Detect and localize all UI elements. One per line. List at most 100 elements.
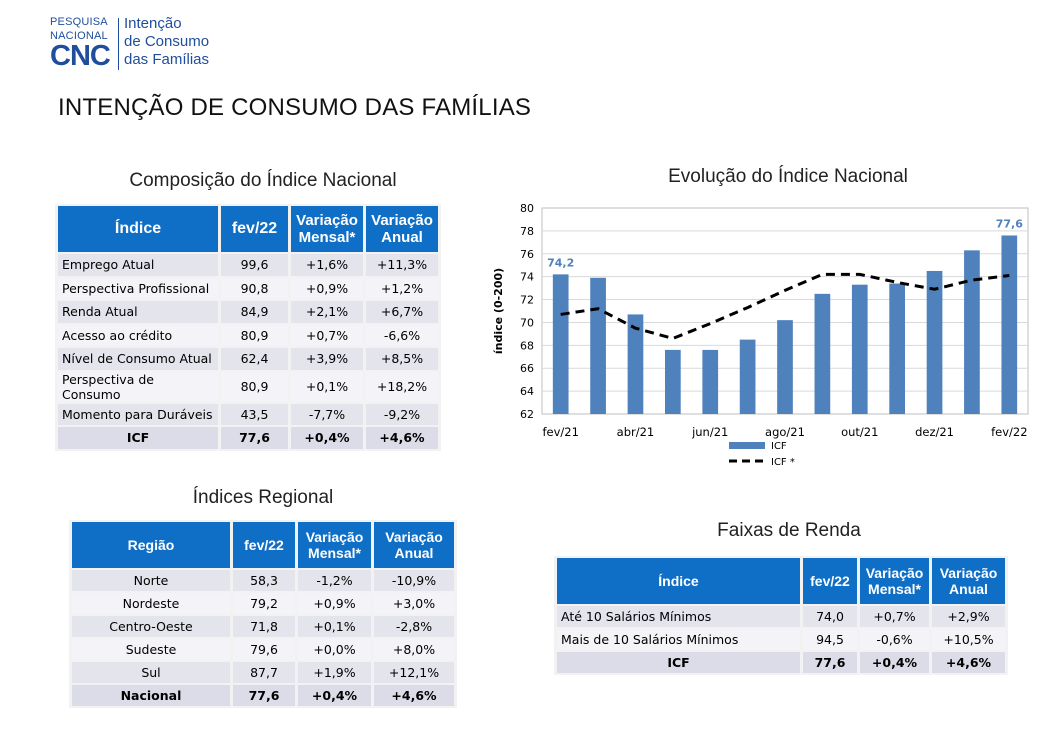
bar-ago/21: [777, 320, 793, 414]
bar-mai/21: [664, 349, 681, 414]
y-tick-label: 64: [520, 385, 534, 398]
table-row: Mais de 10 Salários Mínimos 94,5 -0,6% +10,…: [557, 629, 1005, 650]
cell-value: -9,2%: [366, 403, 438, 425]
row-label: Sudeste: [72, 639, 230, 660]
cell-value: +0,1%: [291, 371, 363, 402]
x-tick-label: fev/21: [542, 425, 578, 439]
cell-value: 84,9: [221, 301, 288, 323]
cell-value: +1,2%: [366, 277, 438, 299]
logo-line2: NACIONAL: [50, 30, 108, 42]
cell-value: +12,1%: [374, 662, 454, 683]
bar-abr/21: [627, 314, 644, 414]
row-label: Nordeste: [72, 593, 230, 614]
cell-value: +6,7%: [366, 301, 438, 323]
composicao-title: Composição do Índice Nacional: [129, 170, 397, 191]
cell-value: +2,1%: [291, 301, 363, 323]
cell-value: -7,7%: [291, 403, 363, 425]
cell-value: 79,2: [233, 593, 295, 614]
col-header: fev/22: [221, 206, 288, 252]
y-tick-label: 62: [520, 408, 534, 421]
x-tick-label: dez/21: [915, 425, 954, 439]
legend-swatch-icf: [729, 442, 765, 449]
table-row: Perspectiva Profissional 90,8 +0,9% +1,2%: [58, 277, 438, 299]
cell-value: +0,7%: [860, 606, 929, 627]
y-tick-label: 74: [520, 271, 534, 284]
cnc-logo: PESQUISA NACIONAL CNC Intenção de Consum…: [50, 14, 250, 72]
cell-value: +0,7%: [291, 324, 363, 346]
row-label: Nacional: [72, 685, 230, 706]
col-header: Índice: [557, 558, 800, 604]
cell-value: 58,3: [233, 570, 295, 591]
cell-value: 77,6: [221, 427, 288, 449]
cell-value: 99,6: [221, 254, 288, 276]
cell-value: +8,0%: [374, 639, 454, 660]
cell-value: 90,8: [221, 277, 288, 299]
cell-value: 71,8: [233, 616, 295, 637]
data-label: 77,6: [996, 217, 1023, 230]
cell-value: 94,5: [803, 629, 857, 650]
y-tick-label: 66: [520, 362, 534, 375]
table-row: Até 10 Salários Mínimos 74,0 +0,7% +2,9%: [557, 606, 1005, 627]
logo-r2: de Consumo: [124, 33, 210, 50]
row-label: Renda Atual: [58, 301, 218, 323]
table-row: Renda Atual 84,9 +2,1% +6,7%: [58, 301, 438, 323]
bar-fev/22: [1001, 235, 1018, 414]
row-label: Acesso ao crédito: [58, 324, 218, 346]
row-label: Nível de Consumo Atual: [58, 348, 218, 370]
x-tick-label: abr/21: [617, 425, 655, 439]
bar-nov/21: [889, 283, 906, 414]
col-header: fev/22: [803, 558, 857, 604]
cell-value: 77,6: [233, 685, 295, 706]
col-header: Variação Anual: [366, 206, 438, 252]
row-label: ICF: [557, 652, 800, 673]
legend-label-icf: ICF: [771, 441, 787, 452]
y-tick-label: 76: [520, 248, 534, 261]
col-header: Variação Anual: [932, 558, 1005, 604]
regional-title: Índices Regional: [192, 487, 334, 508]
bar-dez/21: [926, 270, 943, 414]
y-tick-label: 72: [520, 294, 534, 307]
chart-title: Evolução do Índice Nacional: [668, 166, 908, 187]
table-row: Nível de Consumo Atual 62,4 +3,9% +8,5%: [58, 348, 438, 370]
cell-value: +4,6%: [366, 427, 438, 449]
cell-value: 74,0: [803, 606, 857, 627]
table-row: Perspectiva de Consumo 80,9 +0,1% +18,2%: [58, 371, 438, 402]
col-header: Variação Mensal*: [291, 206, 363, 252]
row-label: Perspectiva de Consumo: [58, 371, 218, 402]
row-label: Até 10 Salários Mínimos: [557, 606, 800, 627]
cell-value: +0,0%: [298, 639, 371, 660]
y-tick-label: 78: [520, 225, 534, 238]
cell-value: 62,4: [221, 348, 288, 370]
data-label: 74,2: [547, 256, 574, 269]
y-tick-label: 70: [520, 316, 534, 329]
row-label: Sul: [72, 662, 230, 683]
regional-table: Região fev/22 Variação Mensal* Variação …: [69, 520, 457, 708]
bar-fev/21: [552, 274, 569, 414]
col-header: Variação Mensal*: [860, 558, 929, 604]
row-label: Perspectiva Profissional: [58, 277, 218, 299]
cell-value: +0,1%: [298, 616, 371, 637]
table-row: Momento para Duráveis 43,5 -7,7% -9,2%: [58, 403, 438, 425]
table-row: Nordeste 79,2 +0,9% +3,0%: [72, 593, 454, 614]
cell-value: 80,9: [221, 371, 288, 402]
cell-value: +4,6%: [374, 685, 454, 706]
bar-set/21: [814, 293, 831, 414]
col-header: fev/22: [233, 522, 295, 568]
cell-value: +0,9%: [298, 593, 371, 614]
composicao-table: Índice fev/22 Variação Mensal* Variação …: [55, 204, 441, 451]
logo-brand: CNC: [50, 40, 111, 72]
cell-value: 80,9: [221, 324, 288, 346]
row-label: Emprego Atual: [58, 254, 218, 276]
logo-r3: das Famílias: [124, 51, 210, 68]
cell-value: +8,5%: [366, 348, 438, 370]
total-row: Nacional 77,6 +0,4% +4,6%: [72, 685, 454, 706]
cell-value: 87,7: [233, 662, 295, 683]
cell-value: -0,6%: [860, 629, 929, 650]
cell-value: 43,5: [221, 403, 288, 425]
row-label: Mais de 10 Salários Mínimos: [557, 629, 800, 650]
x-tick-label: out/21: [841, 425, 878, 439]
evolucao-chart: 62 64 66 68 70 72 74 76 78 80 índice (0-200) 74,2 77…: [486, 196, 1034, 478]
row-label: Norte: [72, 570, 230, 591]
col-header: Região: [72, 522, 230, 568]
cell-value: +4,6%: [932, 652, 1005, 673]
